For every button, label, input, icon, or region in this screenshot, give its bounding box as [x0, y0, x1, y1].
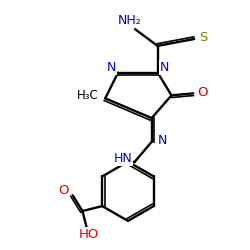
Text: O: O: [197, 86, 207, 99]
Text: O: O: [58, 184, 69, 197]
Text: N: N: [160, 61, 169, 74]
Text: N: N: [158, 134, 167, 147]
Text: HN: HN: [114, 152, 132, 165]
Text: S: S: [199, 32, 207, 44]
Text: NH₂: NH₂: [118, 14, 142, 27]
Text: HO: HO: [79, 228, 100, 241]
Text: N: N: [106, 61, 116, 74]
Text: H₃C: H₃C: [76, 89, 98, 102]
